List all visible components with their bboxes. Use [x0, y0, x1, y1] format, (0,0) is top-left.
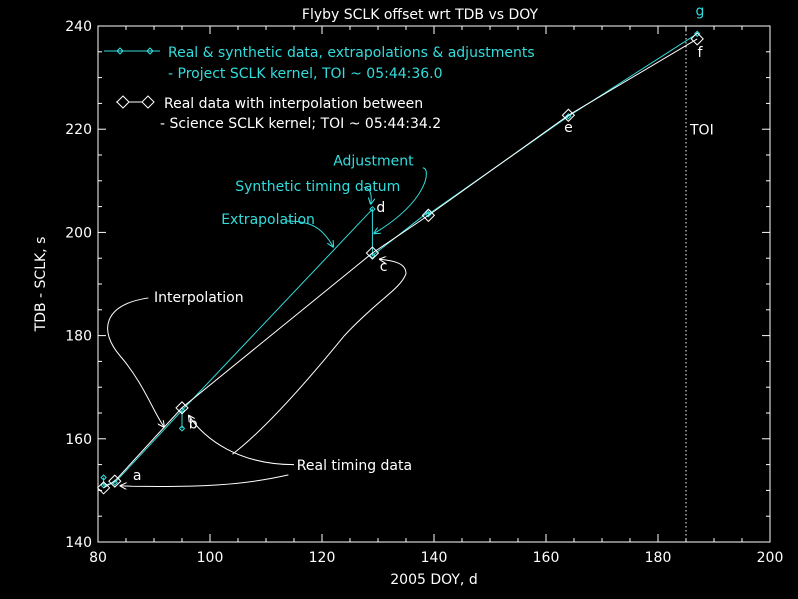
series-point-1	[96, 481, 111, 495]
x-tick-label: 200	[757, 550, 784, 566]
series-point-1	[690, 32, 704, 46]
legend-marker-science	[116, 95, 155, 109]
series-point-0	[693, 30, 701, 37]
series-point-0	[369, 205, 376, 213]
point-label: a	[133, 468, 142, 484]
series-point-0	[100, 474, 107, 481]
toi-marker: TOI	[685, 26, 714, 542]
y-tick-label: 180	[65, 329, 92, 345]
x-tick-label: 80	[89, 550, 107, 566]
annotation-real-timing-arrow-a	[120, 474, 289, 487]
x-axis-title: 2005 DOY, d	[390, 572, 477, 588]
y-tick-label: 220	[65, 122, 92, 138]
chart-title: Flyby SCLK offset wrt TDB vs DOY	[302, 7, 539, 23]
x-axis: 80 100 120 140 160 180 200	[89, 26, 783, 566]
y-axis-title: TDB - SCLK, s	[33, 237, 49, 333]
annotation-synthetic-datum: Synthetic timing datum	[235, 179, 400, 195]
annotation-real-timing-arrow-c	[232, 259, 407, 455]
y-axis: 140 160 180 200 220 240	[65, 19, 770, 551]
series-point-0	[178, 425, 186, 432]
annotation-adjustment: Adjustment	[333, 153, 414, 169]
annotations: Adjustment Synthetic timing datum Extrap…	[107, 153, 427, 487]
point-label: b	[189, 416, 198, 432]
series-point-1	[108, 474, 122, 488]
point-label: f	[698, 45, 704, 61]
annotation-real-timing-arrow-b	[189, 416, 295, 466]
x-tick-label: 160	[533, 550, 560, 566]
point-label: g	[696, 4, 705, 20]
legend-label-project: Real & synthetic data, extrapolations & …	[168, 45, 535, 61]
annotation-synthetic-datum-arrow	[363, 187, 371, 205]
series-point-1	[421, 208, 436, 223]
series-point-0	[425, 211, 432, 218]
point-label: d	[376, 200, 385, 216]
annotation-extrapolation: Extrapolation	[221, 212, 315, 228]
x-tick-label: 140	[421, 550, 448, 566]
legend: Real & synthetic data, extrapolations & …	[104, 45, 535, 132]
x-tick-label: 120	[309, 550, 336, 566]
annotation-interpolation: Interpolation	[154, 290, 244, 306]
legend-label-science: Real data with interpolation between	[164, 96, 423, 112]
legend-marker-project	[116, 47, 154, 55]
annotation-interpolation-arrow	[107, 297, 164, 427]
series-point-1	[175, 401, 189, 415]
series-point-1	[365, 246, 380, 260]
point-label: c	[380, 259, 388, 275]
toi-label: TOI	[689, 122, 714, 138]
series-line-1	[103, 38, 698, 489]
series-point-0	[565, 113, 572, 120]
y-tick-label: 240	[65, 19, 92, 35]
x-tick-label: 100	[197, 550, 224, 566]
x-tick-label: 180	[645, 550, 672, 566]
point-label: e	[564, 120, 573, 136]
series-layer	[96, 30, 704, 495]
legend-sub-science: - Science SCLK kernel; TOI ~ 05:44:34.2	[160, 116, 441, 132]
y-tick-label: 160	[65, 432, 92, 448]
legend-sub-project: - Project SCLK kernel, TOI ~ 05:44:36.0	[168, 66, 443, 82]
annotation-extrapolation-arrow	[286, 220, 333, 247]
y-tick-label: 140	[65, 535, 92, 551]
annotation-adjustment-arrow	[374, 167, 427, 234]
annotation-real-timing: Real timing data	[297, 458, 412, 474]
point-labels: a b c d e f g	[133, 4, 705, 484]
y-tick-label: 200	[65, 225, 92, 241]
series-point-1	[561, 108, 576, 122]
